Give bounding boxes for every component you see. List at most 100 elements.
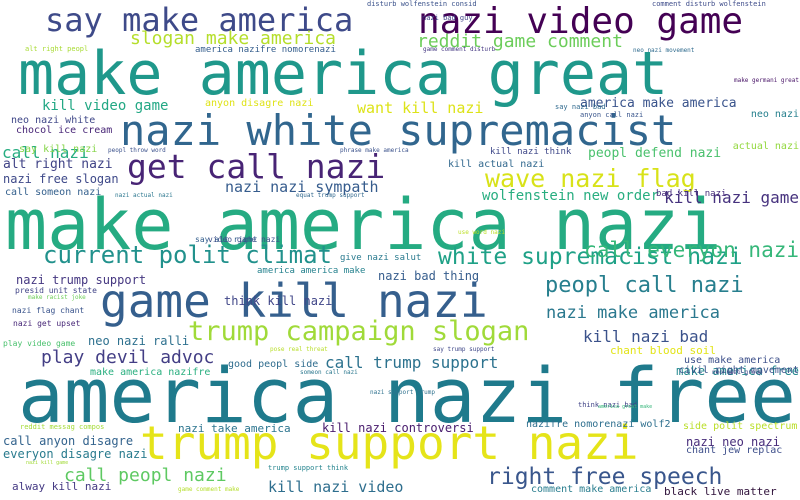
word: slogan make america (130, 28, 336, 49)
word: nazi make america (546, 303, 720, 323)
word: neo nazi movement (633, 47, 695, 54)
word: nazi trump support (16, 273, 147, 287)
word: call everyon nazi (584, 238, 799, 262)
word: nazi kill game (26, 460, 69, 466)
word: trump campaign slogan (188, 316, 530, 347)
word: say kill nazi (19, 144, 98, 155)
word: right free speech (487, 464, 723, 490)
word: actual nazi (732, 141, 799, 152)
word: nazifre nomorenazi wolf2 (526, 419, 671, 430)
word: america nazi free (18, 351, 796, 440)
word: kill nazi bad (583, 327, 709, 346)
word: get call nazi (127, 147, 386, 186)
word: current polit climat (43, 241, 332, 269)
word: nazi support trump (370, 389, 436, 396)
word: trump support nazi (140, 416, 639, 470)
word: make america great (18, 39, 669, 109)
word: neo nazi (750, 109, 799, 120)
word: nazi take america (178, 422, 291, 435)
word: play video game (3, 339, 76, 348)
word: trump support think (268, 464, 349, 472)
word: neo nazi group (712, 369, 763, 376)
word: alt right nazi (3, 157, 113, 172)
word: call anyon disagre (3, 434, 134, 448)
word: nazi actual nazi (115, 192, 173, 199)
word: america great make (598, 404, 653, 410)
word: white supremacist nazi (438, 244, 743, 270)
word: everyon disagre nazi (3, 447, 148, 461)
word: say nazi bad (555, 103, 606, 111)
word: chant blood soil (610, 344, 716, 357)
word: america america make (257, 266, 366, 276)
word: nazi flag chant (12, 306, 85, 315)
word: nazi white supremacist (120, 106, 677, 155)
word: alway kill nazi (12, 480, 112, 493)
word: anyon disagre nazi (205, 98, 314, 109)
word: say make america (45, 1, 354, 39)
word: want kill nazi (357, 99, 484, 117)
word: think kill nazi (224, 294, 333, 308)
word: think nazi bad (578, 401, 638, 409)
word: black live matter (664, 485, 777, 498)
word: alt right peopl (25, 45, 89, 53)
word: kill nazi controversi (322, 421, 474, 435)
word: chocol ice cream (16, 125, 113, 136)
word: nazi neo nazi (686, 435, 780, 449)
word: kill video game (42, 98, 169, 114)
word: wave nazi flag (485, 164, 696, 193)
word: call someon nazi (5, 187, 102, 198)
word: call peopl nazi (64, 465, 227, 486)
word: game comment make (178, 486, 240, 493)
word: comment disturb wolfenstein (652, 0, 766, 8)
word: disturb wolfenstein consid (367, 0, 477, 8)
word: america nazifre nomorenazi (195, 45, 336, 55)
word: peopl throw word (108, 147, 166, 154)
word: neo nazi white (11, 115, 96, 126)
word: call nazi (2, 143, 89, 162)
word: kill nazi game (664, 188, 799, 207)
word: chant jew replac (686, 445, 783, 456)
word: bad kill nazi (656, 189, 727, 199)
word: game kill nazi (100, 274, 488, 328)
word: make germani great (733, 77, 799, 84)
word: make america nazi (5, 184, 722, 266)
word: nazi bad guy (422, 14, 473, 22)
word: make america free (676, 364, 799, 378)
word: nazi nazi sympath (225, 178, 379, 196)
word: peopl defend nazi (588, 146, 722, 161)
word: give nazi salut (340, 253, 422, 263)
word: equat trump support (296, 192, 365, 199)
word: peopl call nazi (545, 273, 744, 298)
word: video game nazi (208, 235, 281, 244)
word: someon call nazi (300, 369, 358, 376)
word: reddit game comment (417, 31, 623, 52)
word: nazi video game (418, 1, 744, 42)
word: kill actual nazi (448, 159, 545, 170)
word: kill nazi think (490, 147, 572, 157)
word: game comment disturb (423, 46, 496, 53)
word: nazi free slogan (3, 172, 119, 186)
word: use make america (684, 355, 781, 366)
word: anyon call nazi (580, 111, 644, 119)
word: civil right movement (678, 365, 799, 376)
word: wolfenstein new order (482, 188, 660, 204)
word: neo nazi ralli (88, 334, 190, 348)
word: make racist joke (28, 294, 86, 301)
word: play devil advoc (41, 347, 215, 368)
word: nazi bad thing (378, 269, 480, 283)
word: make america nazifre (90, 367, 211, 378)
word: nazi get upset (13, 319, 81, 328)
word: phrase make america (340, 147, 409, 154)
word: side polit spectrum (683, 421, 798, 432)
word: pose real threat (270, 346, 328, 353)
word: use word nazi (458, 229, 505, 236)
word: say alt right (195, 235, 258, 244)
word: america make america (580, 96, 737, 111)
word: good peopl side (228, 359, 319, 370)
word: reddit messag compos (20, 423, 105, 431)
word: presid unit state (15, 286, 97, 295)
word: comment make america (531, 484, 652, 495)
word: call trump support (325, 353, 499, 372)
word: say trump support (433, 346, 495, 353)
